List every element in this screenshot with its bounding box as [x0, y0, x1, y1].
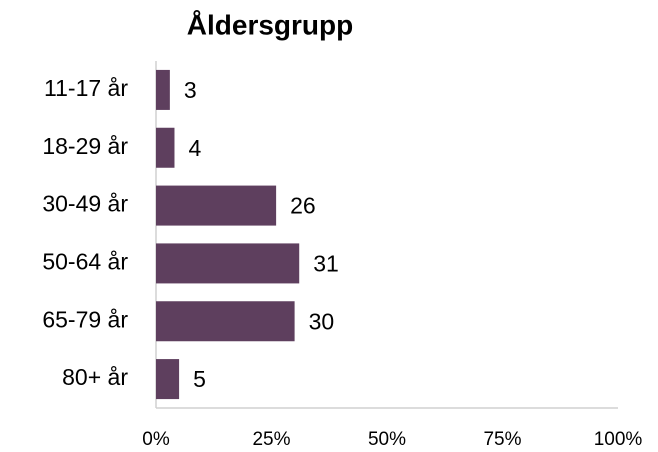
y-tick-label: 18-29 år	[42, 133, 128, 159]
x-tick-label: 100%	[594, 429, 643, 450]
data-label: 5	[193, 366, 206, 392]
bar	[156, 301, 295, 342]
y-tick-label: 50-64 år	[42, 248, 128, 274]
data-label: 3	[184, 77, 197, 103]
bar	[156, 127, 175, 168]
data-label: 4	[188, 135, 201, 161]
y-tick-label: 80+ år	[62, 364, 128, 390]
x-tick-label: 75%	[483, 429, 521, 450]
data-label: 30	[309, 308, 335, 334]
bar	[156, 185, 277, 226]
chart-title: Åldersgrupp	[187, 9, 353, 40]
y-tick-label: 30-49 år	[42, 191, 128, 217]
bar	[156, 69, 170, 110]
x-tick-label: 25%	[252, 429, 290, 450]
data-label: 31	[313, 250, 339, 276]
bar	[156, 359, 180, 400]
data-label: 26	[290, 193, 316, 219]
x-tick-label: 0%	[142, 429, 170, 450]
bar	[156, 243, 300, 284]
x-tick-label: 50%	[368, 429, 406, 450]
y-tick-label: 11-17 år	[44, 75, 128, 101]
y-tick-label: 65-79 år	[42, 306, 128, 332]
